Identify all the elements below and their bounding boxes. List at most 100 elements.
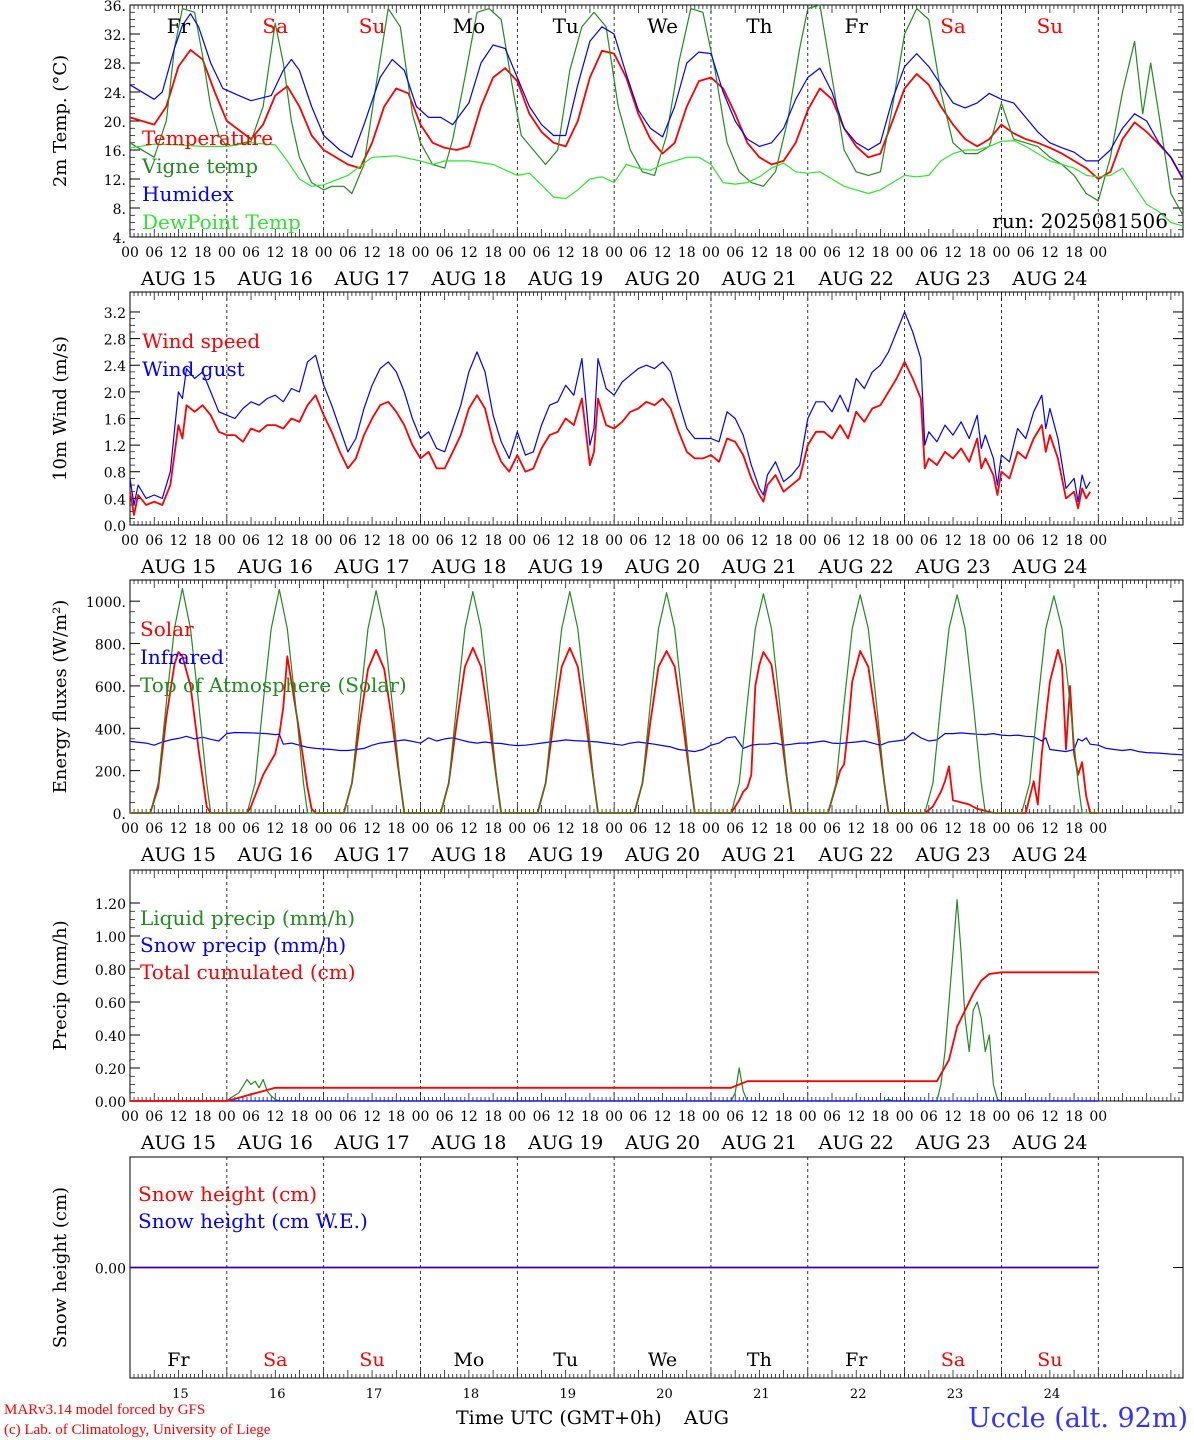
precip-hour-label: 18 xyxy=(291,1109,309,1125)
model-credit: MARv3.14 model forced by GFS xyxy=(4,1402,205,1418)
temp-hour-label: 12 xyxy=(169,245,187,261)
energy-hour-label: 06 xyxy=(533,821,551,837)
energy-hour-label: 00 xyxy=(121,821,139,837)
wind-hour-label: 12 xyxy=(169,533,187,549)
energy-hour-label: 12 xyxy=(266,821,284,837)
wind-y-tick-label: 0.8 xyxy=(104,466,126,482)
bottom-weekday-label: We xyxy=(648,1349,677,1371)
temp-hour-label: 06 xyxy=(242,245,260,261)
temp-legend-entry: Vigne temp xyxy=(141,154,258,178)
energy-y-tick-label: 400. xyxy=(95,722,126,738)
energy-hour-label: 00 xyxy=(508,821,526,837)
energy-date-label: AUG 17 xyxy=(333,844,409,866)
temp-hour-label: 18 xyxy=(387,245,405,261)
wind-hour-label: 12 xyxy=(363,533,381,549)
energy-y-tick-label: 200. xyxy=(95,765,126,781)
precip-hour-label: 12 xyxy=(750,1109,768,1125)
precip-hour-label: 06 xyxy=(339,1109,357,1125)
temp-series-vigne-temp xyxy=(129,4,1184,216)
precip-legend-entry: Total cumulated (cm) xyxy=(140,960,356,984)
precip-y-axis-label: Precip (mm/h) xyxy=(50,920,71,1050)
bottom-weekday-label: Su xyxy=(1037,1349,1062,1371)
wind-hour-label: 06 xyxy=(242,533,260,549)
energy-hour-label: 00 xyxy=(993,821,1011,837)
temp-hour-label: 12 xyxy=(1041,245,1059,261)
energy-hour-label: 06 xyxy=(629,821,647,837)
energy-x-ticks xyxy=(129,580,1184,813)
energy-date-label: AUG 19 xyxy=(527,844,603,866)
temp-hour-label: 00 xyxy=(896,245,914,261)
precip-hour-label: 18 xyxy=(678,1109,696,1125)
temp-hour-label: 00 xyxy=(412,245,430,261)
temp-date-label: AUG 21 xyxy=(721,268,797,290)
wind-hour-label: 00 xyxy=(799,533,817,549)
temp-y-tick-label: 16. xyxy=(104,144,126,160)
wind-date-label: AUG 22 xyxy=(818,556,894,578)
wind-hour-label: 12 xyxy=(944,533,962,549)
temp-legend-entry: Humidex xyxy=(142,182,234,206)
temp-y-tick-label: 12. xyxy=(104,173,126,189)
wind-y-tick-label: 1.6 xyxy=(104,412,126,428)
wind-hour-label: 18 xyxy=(484,533,502,549)
temp-hour-label: 18 xyxy=(1065,245,1083,261)
precip-date-label: AUG 17 xyxy=(333,1132,409,1154)
lab-credit: (c) Lab. of Climatology, University of L… xyxy=(4,1422,271,1438)
energy-series-solar xyxy=(130,646,1099,814)
temp-hour-label: 00 xyxy=(1089,245,1107,261)
precip-date-label: AUG 21 xyxy=(721,1132,797,1154)
temp-y-tick-label: 36. xyxy=(104,0,126,15)
snow-legend-entry: Snow height (cm W.E.) xyxy=(138,1209,368,1233)
wind-hour-label: 18 xyxy=(291,533,309,549)
energy-y-axis-label: Energy fluxes (W/m²) xyxy=(50,600,71,794)
bottom-day-number: 15 xyxy=(172,1387,189,1402)
precip-hour-label: 12 xyxy=(169,1109,187,1125)
temp-hour-label: 00 xyxy=(121,245,139,261)
precip-hour-label: 18 xyxy=(581,1109,599,1125)
wind-date-label: AUG 15 xyxy=(140,556,216,578)
bottom-weekday-label: Mo xyxy=(453,1349,484,1371)
wind-legend-entry: Wind gust xyxy=(142,357,245,381)
energy-hour-label: 12 xyxy=(169,821,187,837)
precip-hour-label: 00 xyxy=(315,1109,333,1125)
wind-hour-label: 00 xyxy=(605,533,623,549)
wind-date-label: AUG 21 xyxy=(721,556,797,578)
temp-hour-label: 00 xyxy=(508,245,526,261)
temp-hour-label: 06 xyxy=(726,245,744,261)
wind-hour-label: 06 xyxy=(823,533,841,549)
energy-hour-label: 18 xyxy=(484,821,502,837)
temp-date-label: AUG 16 xyxy=(237,268,313,290)
energy-date-label: AUG 21 xyxy=(721,844,797,866)
energy-hour-label: 00 xyxy=(605,821,623,837)
precip-date-label: AUG 16 xyxy=(237,1132,313,1154)
precip-hour-label: 00 xyxy=(799,1109,817,1125)
energy-series-infrared xyxy=(129,731,1184,756)
top-weekday-label: Sa xyxy=(262,14,288,38)
wind-hour-label: 06 xyxy=(533,533,551,549)
temp-date-label: AUG 15 xyxy=(140,268,216,290)
wind-hour-label: 18 xyxy=(194,533,212,549)
top-weekday-label: Su xyxy=(359,14,386,38)
temp-legend-entry: DewPoint Temp xyxy=(142,210,301,234)
wind-y-tick-label: 2.8 xyxy=(104,333,126,349)
wind-date-label: AUG 16 xyxy=(237,556,313,578)
temp-y-tick-label: 20. xyxy=(104,115,126,131)
energy-hour-label: 12 xyxy=(1041,821,1059,837)
top-weekday-label: Th xyxy=(746,14,772,38)
wind-date-label: AUG 17 xyxy=(333,556,409,578)
temp-hour-label: 18 xyxy=(291,245,309,261)
energy-series-top-of-atmosphere-solar xyxy=(130,587,1099,814)
precip-y-tick-label: 0.80 xyxy=(95,963,126,979)
precip-date-label: AUG 24 xyxy=(1011,1132,1087,1154)
temp-date-label: AUG 19 xyxy=(527,268,603,290)
bottom-day-number: 19 xyxy=(559,1387,576,1402)
bottom-day-number: 24 xyxy=(1044,1387,1061,1402)
precip-date-label: AUG 22 xyxy=(818,1132,894,1154)
temp-date-label: AUG 18 xyxy=(430,268,506,290)
temp-y-tick-label: 32. xyxy=(104,28,126,44)
wind-hour-label: 12 xyxy=(847,533,865,549)
snow-x-ticks xyxy=(129,1370,1184,1378)
energy-hour-label: 00 xyxy=(315,821,333,837)
wind-hour-label: 18 xyxy=(871,533,889,549)
temp-hour-label: 12 xyxy=(460,245,478,261)
temp-x-ticks xyxy=(129,5,1184,237)
